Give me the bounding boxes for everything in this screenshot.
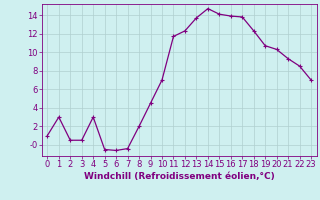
X-axis label: Windchill (Refroidissement éolien,°C): Windchill (Refroidissement éolien,°C) [84,172,275,181]
